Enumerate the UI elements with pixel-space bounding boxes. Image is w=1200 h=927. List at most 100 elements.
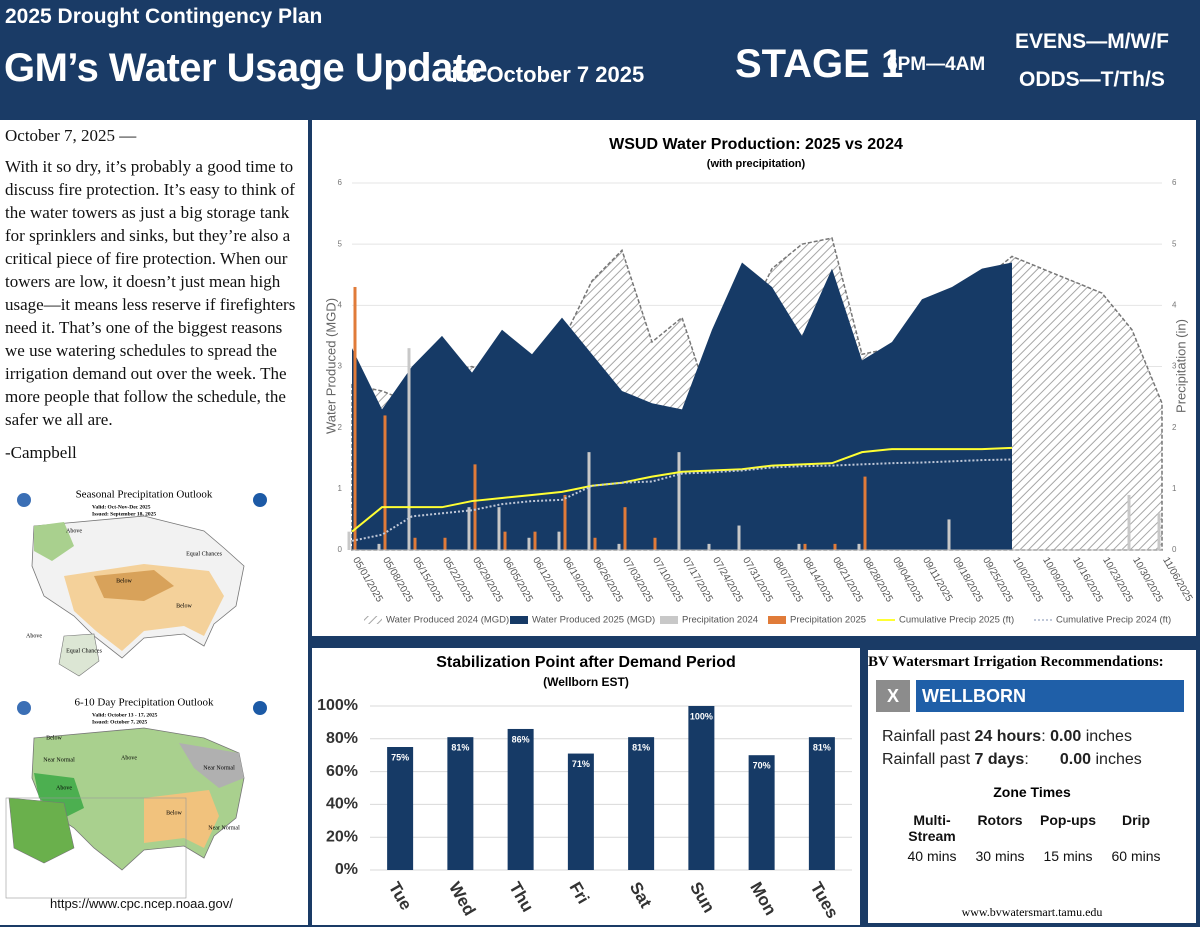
zone-time: 30 mins: [975, 848, 1025, 864]
bar: [808, 737, 835, 870]
precip-bar: [863, 476, 867, 550]
dateline: October 7, 2025 —: [5, 126, 137, 145]
y-axis-label: Water Produced (MGD): [323, 298, 338, 434]
map-label: Above: [56, 785, 72, 791]
value-label: 86%: [512, 734, 530, 744]
zone-name: Pop-ups: [1040, 812, 1096, 828]
value-label: 75%: [391, 752, 409, 762]
precip-bar: [707, 543, 711, 550]
amount: 0.00: [1059, 751, 1092, 768]
chart-title: WSUD Water Production: 2025 vs 2024: [609, 136, 903, 153]
map-valid: Valid: Oct-Nov-Dec 2025: [92, 504, 151, 510]
x-tick-label: 07/24/2025: [710, 555, 745, 604]
period: 7 days: [974, 751, 1025, 768]
x-tick-label: Sat: [626, 879, 656, 912]
legend-label: Precipitation 2024: [682, 615, 758, 626]
precip-bar: [347, 531, 351, 550]
x-tick-label: 11/06/2025: [1160, 555, 1194, 604]
close-button[interactable]: X: [876, 680, 910, 712]
x-tick-label: 08/14/2025: [800, 555, 835, 604]
x-tick-label: Mon: [746, 879, 780, 919]
bar: [387, 747, 414, 870]
hours: 6PM—4AM: [887, 54, 986, 75]
x-tick-label: Fri: [566, 879, 593, 907]
x-tick-label: 07/03/2025: [620, 555, 655, 604]
precip-bar: [803, 543, 807, 550]
precip-bar: [797, 543, 801, 550]
x-tick-label: 10/30/2025: [1130, 555, 1165, 604]
precip-bar: [1127, 494, 1131, 550]
odds: ODDS—T/Th/S: [1019, 68, 1165, 91]
precip-bar: [623, 507, 627, 550]
y-tick-label: 2: [338, 423, 343, 432]
map-label: Below: [176, 603, 192, 609]
precip-bar: [593, 537, 597, 550]
y2-axis-label: Precipitation (in): [1173, 319, 1188, 413]
y-tick-label: 20%: [326, 828, 358, 845]
y2-tick-label: 6: [1172, 178, 1177, 187]
precip-bar: [677, 452, 681, 550]
period: 24 hours: [974, 728, 1042, 745]
bar: [628, 737, 655, 870]
precip-bar: [587, 452, 591, 550]
x-tick-label: 07/10/2025: [650, 555, 685, 604]
precip-bar: [563, 494, 567, 550]
zone-times: 40 mins 30 mins 15 mins 60 mins: [898, 846, 1170, 866]
y-tick-label: 80%: [326, 730, 358, 747]
colon: :: [1024, 751, 1029, 768]
evens: EVENS—M/W/F: [1015, 30, 1170, 53]
map-label: Near Normal: [203, 765, 235, 771]
value-label: 81%: [813, 743, 831, 753]
precip-bar: [833, 543, 837, 550]
precip-bar: [737, 525, 741, 550]
precip-bar: [503, 531, 507, 550]
map-valid: Valid: October 13 - 17, 2025: [92, 712, 158, 718]
y2-tick-label: 1: [1172, 484, 1177, 493]
value-label: 81%: [632, 743, 650, 753]
x-tick-label: 08/28/2025: [860, 555, 895, 604]
article: October 7, 2025 — With it so dry, it’s p…: [0, 120, 308, 925]
legend-swatch: [660, 616, 678, 624]
precip-bar: [413, 537, 417, 550]
y-tick-label: 1: [338, 484, 343, 493]
y2-tick-label: 0: [1172, 545, 1177, 554]
x-tick-label: 10/02/2025: [1010, 555, 1045, 604]
amount: 0.00: [1050, 728, 1082, 745]
legend-swatch: [364, 616, 382, 624]
map-label: Equal Chances: [186, 551, 222, 557]
map-label: Above: [26, 633, 42, 639]
map-issued: Issued: October 7, 2025: [92, 719, 147, 725]
map-label: Below: [46, 735, 62, 741]
legend-swatch: [510, 616, 528, 624]
date-note: for October 7 2025: [451, 62, 645, 87]
x-tick-label: 05/08/2025: [380, 555, 415, 604]
x-tick-label: 05/15/2025: [410, 555, 445, 604]
legend-label: Water Produced 2025 (MGD): [532, 615, 655, 626]
bar: [688, 706, 715, 870]
maps: Seasonal Precipitation Outlook Valid: Oct…: [5, 489, 267, 899]
x-tick-label: Tues: [807, 879, 843, 922]
source-url: https://www.cpc.ncep.noaa.gov/: [50, 896, 233, 911]
x-tick-label: 09/11/2025: [920, 555, 954, 604]
x-tick-label: 08/21/2025: [830, 555, 865, 604]
map-label: Equal Chances: [66, 648, 102, 654]
map-title: 6-10 Day Precipitation Outlook: [74, 697, 214, 709]
x-tick-label: 06/26/2025: [590, 555, 625, 604]
seasonal-map: [17, 493, 267, 677]
six-ten-map: [5, 701, 267, 899]
zone-time: 15 mins: [1043, 848, 1093, 864]
stage: STAGE 1: [735, 42, 904, 86]
value-label: 81%: [451, 743, 469, 753]
value-label: 71%: [572, 759, 590, 769]
y2-tick-label: 3: [1172, 362, 1177, 371]
production-chart: WSUD Water Production: 2025 vs 2024 (wit…: [312, 120, 1196, 636]
value-label: 100%: [690, 711, 713, 721]
rain-7d: Rainfall past 7 days: 0.00 inches: [882, 751, 1142, 769]
map-issued: Issued: September 18, 2025: [92, 511, 156, 517]
x-tick-label: 09/04/2025: [890, 555, 925, 604]
precip-bar: [557, 531, 561, 550]
ws-url: www.bvwatersmart.tamu.edu: [961, 905, 1103, 919]
label: Rainfall past: [882, 751, 971, 768]
station: WELLBORN: [916, 680, 1184, 712]
